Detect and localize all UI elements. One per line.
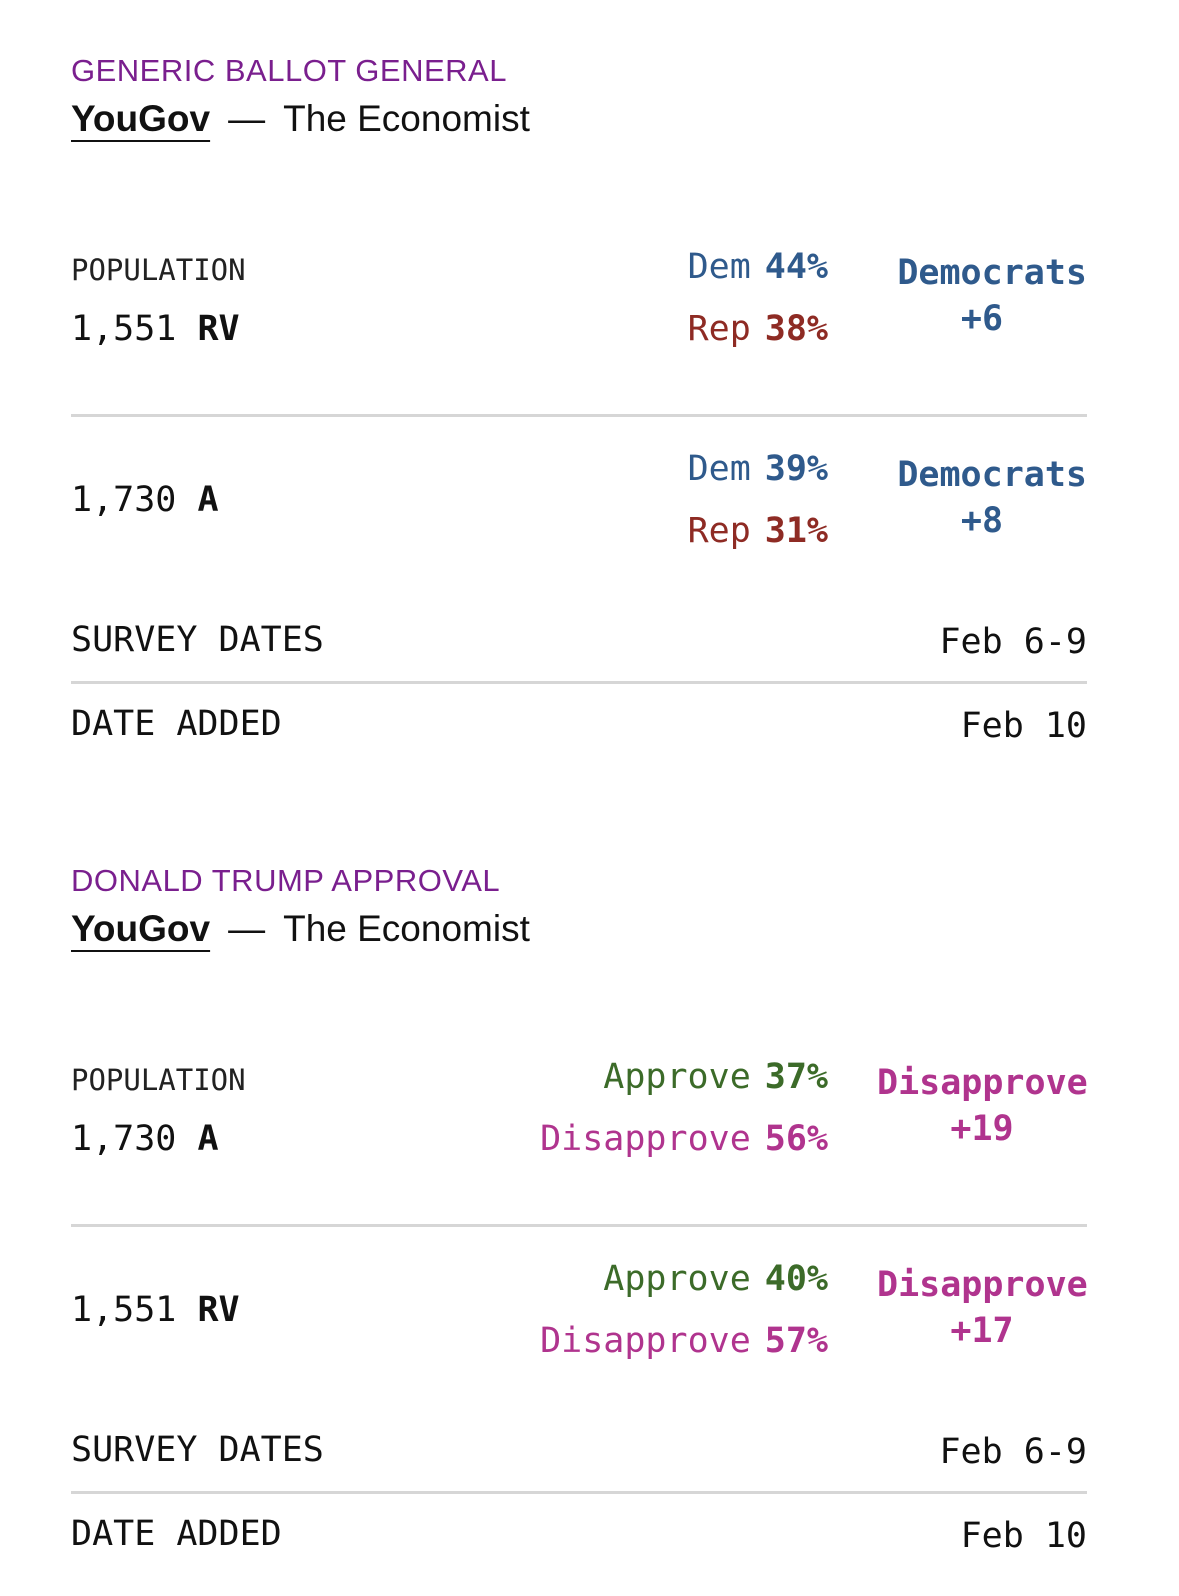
answer-pct: 37% [764,1057,828,1097]
population-type: RV [197,1290,240,1330]
date-added-label: DATE ADDED [71,1514,282,1554]
sample-size: 1,551 RV [71,308,240,350]
net-value: +6 [960,299,1004,339]
answer-disapprove: Disapprove 56% [540,1118,828,1160]
answer-pct: 38% [764,309,828,349]
sample-count: 1,730 [71,480,177,520]
net-label: Disapprove [877,1265,1088,1305]
survey-dates-row: SURVEY DATES Feb 6-9 [71,1413,1087,1491]
result-row: 1,730 A Dem 39% Rep 31% Democrats +8 [71,417,1087,603]
date-added-row: DATE ADDED Feb 10 [71,684,1087,762]
sponsor: The Economist [283,98,530,139]
answer-label: Approve [603,1057,751,1097]
net-label: Democrats [897,455,1087,495]
result-row: 1,551 RV Approve 40% Disapprove 57% Disapp… [71,1227,1088,1413]
answer-label: Dem [687,449,751,489]
pollster-link[interactable]: YouGov [71,98,211,139]
answer-rep: Rep 31% [688,510,828,552]
survey-dates-row: SURVEY DATES Feb 6-9 [71,603,1087,681]
divider [71,414,1087,417]
sample-size: 1,730 A [71,479,219,521]
answer-pct: 31% [764,511,828,551]
population-label: POPULATION [71,253,246,287]
answer-pct: 56% [764,1119,828,1159]
poll-category: GENERIC BALLOT GENERAL [71,53,507,88]
answer-pct: 39% [764,449,828,489]
date-added-value: Feb 10 [960,706,1087,746]
survey-dates-label: SURVEY DATES [71,1430,324,1470]
net-value: +8 [960,501,1004,541]
pollster-line: YouGov — The Economist [71,906,1087,952]
answer-approve: Approve 37% [603,1056,828,1098]
poll-card-trump-approval: DONALD TRUMP APPROVAL YouGov — The Economi… [71,862,1088,1572]
sample-count: 1,551 [71,309,177,349]
answer-pct: 57% [764,1321,828,1361]
net-value: +17 [950,1311,1014,1351]
sample-size: 1,551 RV [71,1289,240,1331]
answer-label: Rep [687,309,751,349]
result-row: POPULATION 1,730 A Approve 37% Disapprove… [71,1038,1088,1224]
sponsor: The Economist [283,908,530,949]
net-label: Disapprove [877,1063,1088,1103]
answer-pct: 40% [764,1259,828,1299]
answer-disapprove: Disapprove 57% [540,1320,828,1362]
answer-rep: Rep 38% [688,308,828,350]
answer-label: Disapprove [540,1119,751,1159]
net-result: Disapprove +19 [877,1060,1088,1152]
answer-label: Approve [603,1259,751,1299]
pollster-link[interactable]: YouGov [71,908,211,949]
population-type: A [197,1119,219,1159]
date-added-row: DATE ADDED Feb 10 [71,1494,1087,1572]
population-type: A [197,480,219,520]
result-row: POPULATION 1,551 RV Dem 44% Rep 38% Democr… [71,228,1087,414]
poll-card-generic-ballot: GENERIC BALLOT GENERAL YouGov — The Econom… [71,52,1087,762]
answer-dem: Dem 39% [688,448,828,490]
answer-dem: Dem 44% [688,246,828,288]
net-result: Democrats +6 [877,250,1087,342]
survey-dates-value: Feb 6-9 [939,1432,1087,1472]
answer-label: Rep [687,511,751,551]
separator: — [228,908,266,949]
answer-label: Dem [687,247,751,287]
net-result: Disapprove +17 [877,1262,1088,1354]
survey-dates-value: Feb 6-9 [939,622,1087,662]
net-label: Democrats [897,253,1087,293]
divider [71,1224,1087,1227]
date-added-label: DATE ADDED [71,704,282,744]
sample-count: 1,730 [71,1119,177,1159]
answer-label: Disapprove [540,1321,751,1361]
population-type: RV [197,309,240,349]
answer-approve: Approve 40% [603,1258,828,1300]
divider [71,681,1087,684]
population-label: POPULATION [71,1063,246,1097]
poll-category: DONALD TRUMP APPROVAL [71,863,501,898]
net-result: Democrats +8 [877,452,1087,544]
answer-pct: 44% [764,247,828,287]
survey-dates-label: SURVEY DATES [71,620,324,660]
divider [71,1491,1087,1494]
net-value: +19 [950,1109,1014,1149]
date-added-value: Feb 10 [960,1516,1087,1556]
separator: — [228,98,266,139]
pollster-line: YouGov — The Economist [71,96,1087,142]
sample-size: 1,730 A [71,1118,219,1160]
sample-count: 1,551 [71,1290,177,1330]
